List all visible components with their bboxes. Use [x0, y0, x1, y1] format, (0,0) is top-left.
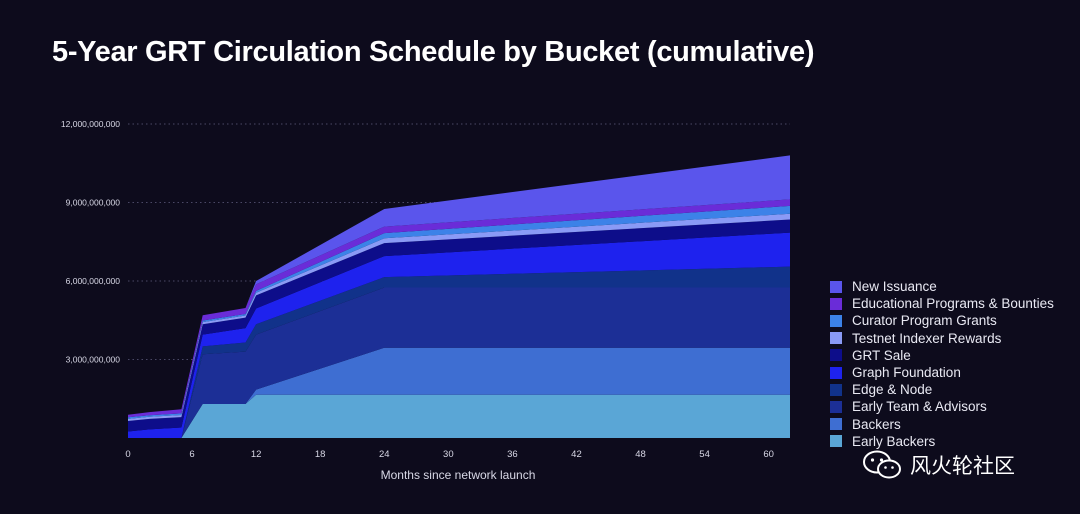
legend-item-curator-program-grants: Curator Program Grants	[830, 312, 1054, 329]
legend-swatch	[830, 314, 842, 327]
y-axis-ticks: 3,000,000,000 6,000,000,000 9,000,000,000 1…	[61, 119, 120, 365]
legend: New Issuance Educational Programs & Bount…	[830, 278, 1054, 450]
x-tick-label: 36	[507, 449, 518, 460]
chart-title: 5-Year GRT Circulation Schedule by Bucke…	[52, 36, 815, 68]
legend-label: Early Backers	[852, 433, 936, 449]
y-tick-label: 3,000,000,000	[66, 355, 121, 365]
area-early-backers	[128, 394, 790, 438]
legend-swatch	[830, 297, 842, 310]
y-tick-label: 6,000,000,000	[66, 276, 121, 286]
y-tick-label: 9,000,000,000	[66, 198, 121, 208]
legend-item-new-issuance: New Issuance	[830, 278, 1054, 295]
legend-item-edge-and-node: Edge & Node	[830, 381, 1054, 398]
legend-label: Curator Program Grants	[852, 313, 997, 329]
legend-label: Graph Foundation	[852, 365, 961, 381]
watermark: 风火轮社区	[862, 450, 1015, 480]
legend-label: Testnet Indexer Rewards	[852, 330, 1002, 346]
x-axis-label: Months since network launch	[381, 468, 536, 482]
x-tick-label: 18	[315, 449, 326, 460]
x-tick-label: 42	[571, 449, 582, 460]
legend-label: GRT Sale	[852, 347, 911, 363]
x-tick-label: 0	[125, 449, 130, 460]
x-tick-label: 6	[189, 449, 194, 460]
legend-label: New Issuance	[852, 279, 937, 295]
legend-swatch	[830, 332, 842, 345]
legend-label: Backers	[852, 416, 901, 432]
legend-swatch	[830, 400, 842, 413]
stacked-areas	[128, 155, 790, 438]
legend-item-educational-programs-and-bounties: Educational Programs & Bounties	[830, 295, 1054, 312]
x-axis-ticks: 0 6 12 18 24 30 36 42 48 54 60	[125, 449, 774, 460]
legend-swatch	[830, 280, 842, 293]
legend-swatch	[830, 383, 842, 396]
wechat-icon	[863, 450, 901, 479]
x-tick-label: 48	[635, 449, 646, 460]
watermark-text: 风火轮社区	[910, 454, 1015, 478]
legend-item-backers: Backers	[830, 416, 1054, 433]
area-graph-foundation	[128, 232, 790, 438]
legend-swatch	[830, 366, 842, 379]
x-tick-label: 24	[379, 449, 390, 460]
legend-item-early-backers: Early Backers	[830, 433, 1054, 450]
legend-swatch	[830, 418, 842, 431]
area-edge-and-node	[128, 266, 790, 438]
legend-item-early-team-and-advisors: Early Team & Advisors	[830, 398, 1054, 415]
legend-label: Edge & Node	[852, 382, 933, 398]
legend-item-graph-foundation: Graph Foundation	[830, 364, 1054, 381]
legend-swatch	[830, 349, 842, 362]
x-tick-label: 30	[443, 449, 454, 460]
x-tick-label: 54	[699, 449, 710, 460]
x-tick-label: 12	[251, 449, 262, 460]
area-early-team-and-advisors	[128, 287, 790, 438]
x-tick-label: 60	[763, 449, 774, 460]
legend-label: Early Team & Advisors	[852, 399, 987, 415]
y-tick-label: 12,000,000,000	[61, 119, 120, 129]
area-new-issuance	[128, 155, 790, 415]
legend-label: Educational Programs & Bounties	[852, 296, 1054, 312]
area-backers	[128, 347, 790, 438]
legend-swatch	[830, 435, 842, 448]
legend-item-testnet-indexer-rewards: Testnet Indexer Rewards	[830, 330, 1054, 347]
legend-item-grt-sale: GRT Sale	[830, 347, 1054, 364]
